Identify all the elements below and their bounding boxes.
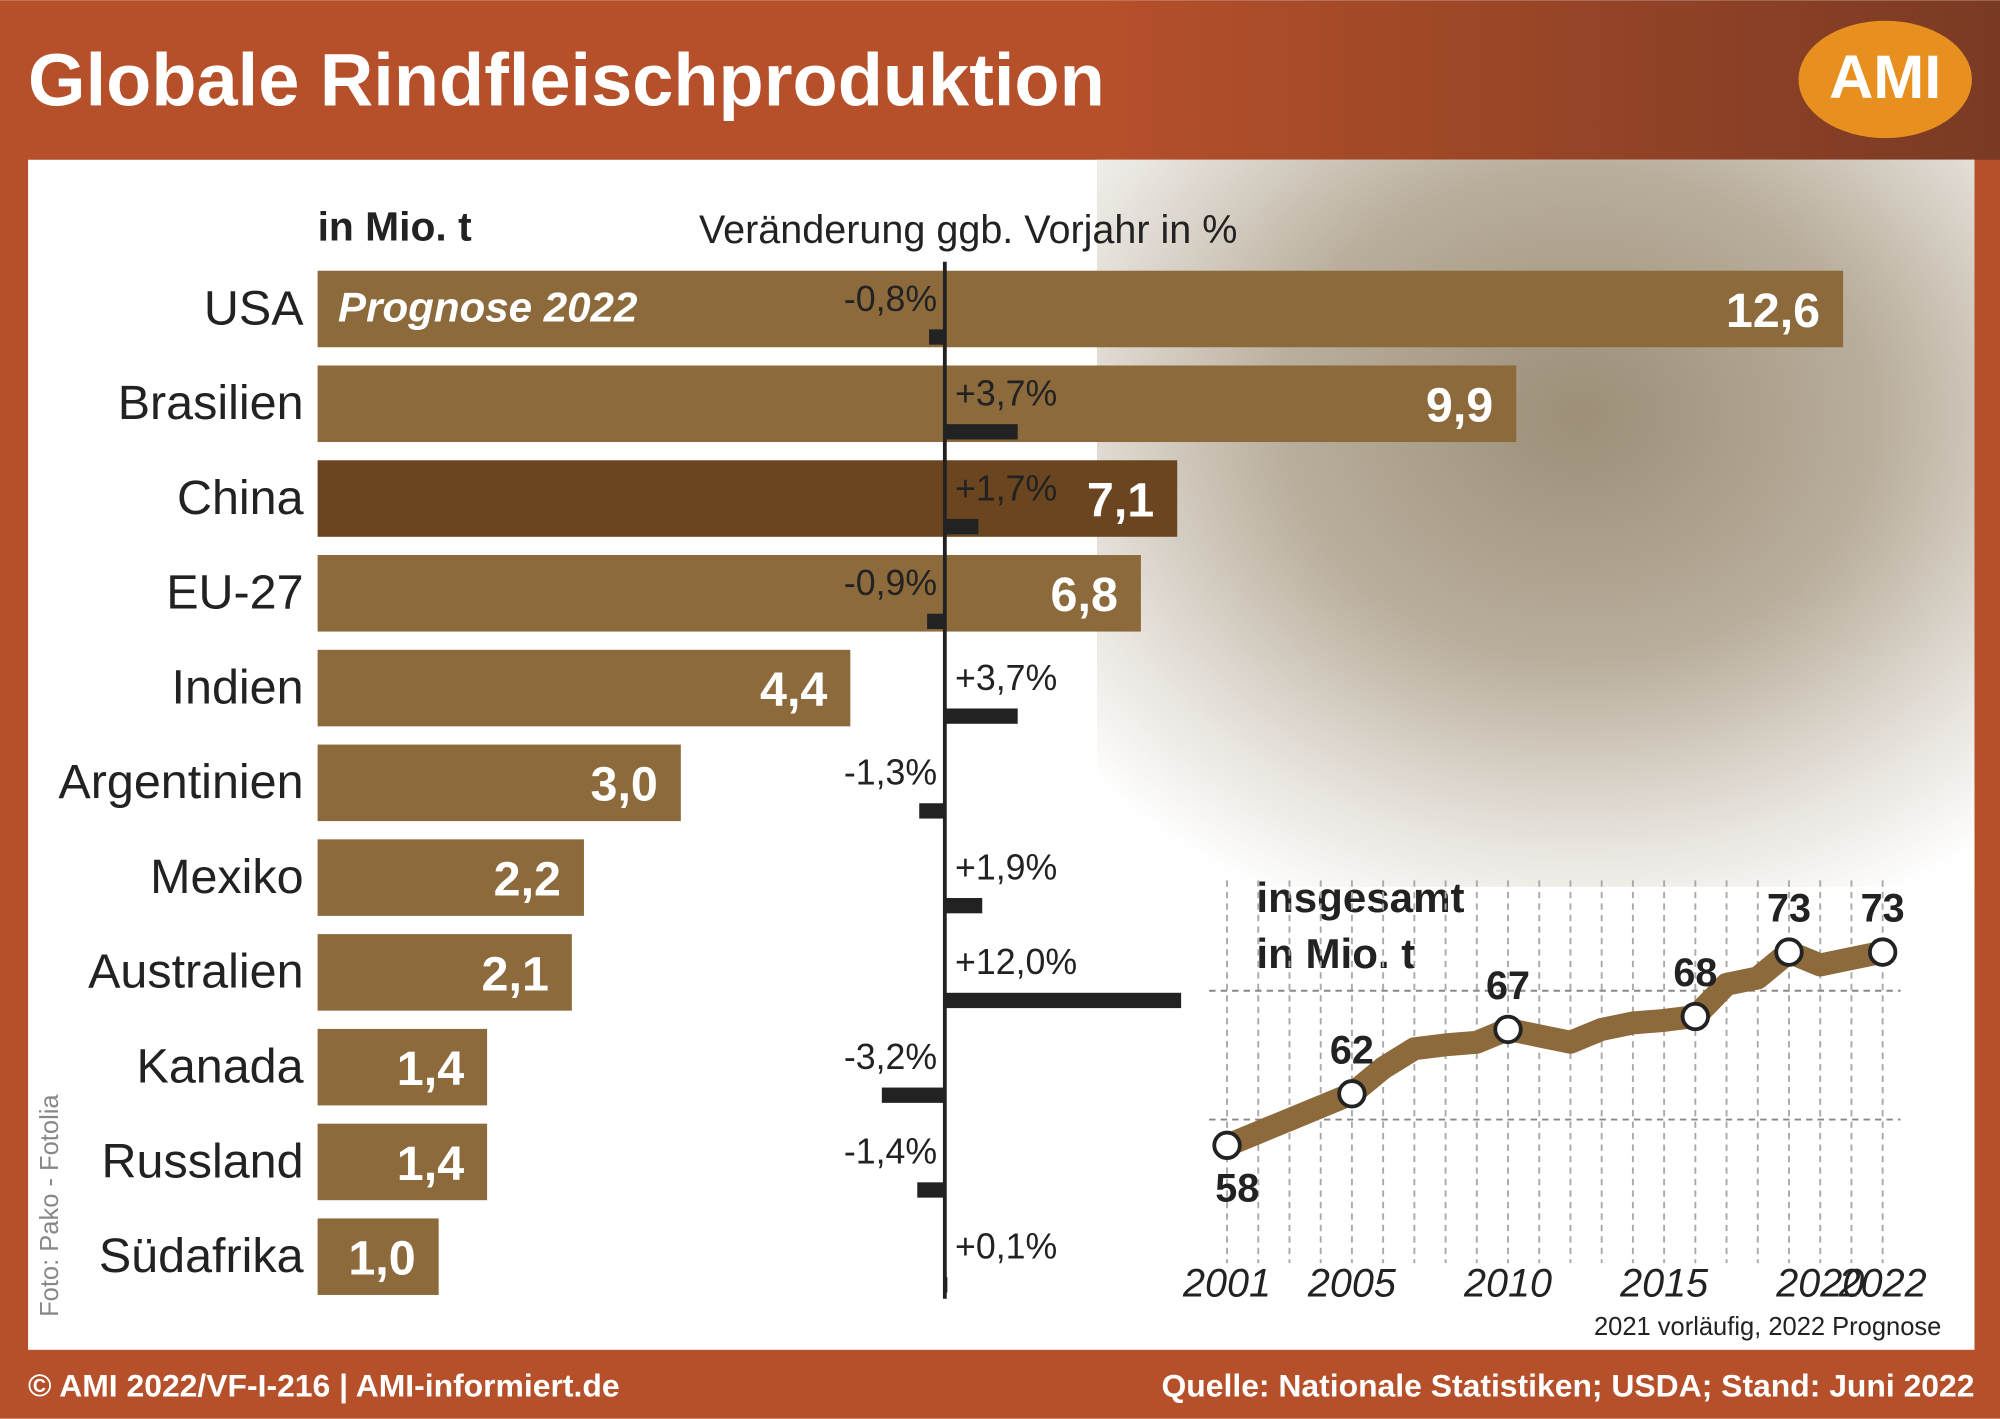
value-label: 1,0 (348, 1232, 415, 1286)
change-bar (944, 518, 979, 535)
photo (1096, 159, 1975, 887)
footnote: 2021 vorläufig, 2022 Prognose (1594, 1313, 1941, 1341)
category-label: USA (204, 281, 304, 335)
category-label: China (177, 471, 304, 525)
bar (317, 555, 1141, 632)
bar (317, 365, 1517, 443)
change-bar (944, 708, 1018, 724)
category-label: Australien (88, 945, 303, 999)
value-label: 3,0 (591, 758, 658, 812)
category-label: Indien (172, 660, 304, 714)
category-label: EU-27 (166, 566, 303, 620)
marker (1774, 937, 1804, 967)
change-bar (929, 329, 945, 345)
change-label: +1,9% (955, 847, 1057, 887)
inset-title: in Mio. t (1256, 930, 1415, 977)
bar (317, 934, 572, 1011)
change-label: -0,8% (844, 279, 937, 319)
point-label: 58 (1215, 1167, 1259, 1211)
change-label: -1,4% (844, 1132, 937, 1172)
footer-left: © AMI 2022/VF-I-216 | AMI-informiert.de (28, 1367, 620, 1403)
change-label: +1,7% (955, 468, 1057, 508)
photo-credit: Foto: Pako - Fotolia (36, 1094, 64, 1317)
category-label: Brasilien (118, 376, 304, 430)
category-label: Russland (102, 1134, 304, 1188)
header-band (0, 0, 2000, 160)
point-label: 67 (1486, 964, 1530, 1008)
note: Prognose 2022 (338, 283, 637, 330)
point-label: 62 (1330, 1028, 1374, 1072)
footer-right: Quelle: Nationale Statistiken; USDA; Sta… (1162, 1367, 1975, 1403)
change-bar (881, 1087, 945, 1103)
point-label: 68 (1673, 951, 1717, 995)
logo-badge (1798, 20, 1972, 139)
point-label: 73 (1861, 887, 1905, 931)
x-tick-label: 2001 (1182, 1261, 1271, 1305)
value-label: 9,9 (1426, 379, 1493, 433)
bar (317, 1218, 439, 1295)
marker (1493, 1014, 1523, 1045)
value-label: 1,4 (397, 1042, 464, 1096)
value-label: 2,2 (494, 853, 561, 907)
change-bar (944, 992, 1182, 1009)
change-bar (944, 1277, 948, 1293)
category-label: Südafrika (99, 1229, 304, 1283)
change-label: +0,1% (955, 1226, 1057, 1266)
title: Globale Rindfleischproduktion (28, 38, 1105, 121)
value-label: 1,4 (397, 1137, 464, 1191)
marker (1337, 1079, 1367, 1109)
category-label: Kanada (137, 1040, 304, 1094)
change-label: -3,2% (844, 1037, 937, 1077)
logo: AMI (1829, 43, 1941, 111)
bar (317, 460, 1178, 537)
bar (317, 839, 584, 916)
x-tick-label: 2020 (1775, 1261, 1864, 1305)
line (1222, 940, 1885, 1156)
inset-title: insgesamt (1256, 874, 1464, 921)
point-label: 73 (1767, 887, 1811, 931)
value-label: 12,6 (1726, 284, 1820, 338)
bar (317, 1028, 488, 1106)
change-label: +3,7% (955, 374, 1057, 414)
change-bar (944, 424, 1018, 440)
change-bar (919, 803, 945, 819)
category-label: Argentinien (58, 755, 303, 809)
unit-label: in Mio. t (318, 204, 472, 250)
marker (1867, 937, 1898, 967)
marker (1212, 1130, 1242, 1161)
change-label: -1,3% (844, 753, 937, 793)
change-label: Veränderung ggb. Vorjahr in % (699, 208, 1237, 252)
value-label: 7,1 (1087, 473, 1154, 527)
marker (1680, 1001, 1711, 1032)
bar (317, 1123, 488, 1201)
bar (317, 649, 851, 727)
bar (317, 270, 1844, 348)
value-label: 4,4 (760, 663, 827, 717)
change-label: +3,7% (955, 658, 1057, 698)
x-tick-label: 2005 (1307, 1261, 1397, 1305)
change-bar (944, 898, 983, 914)
category-label: Mexiko (150, 850, 303, 904)
bar (317, 744, 681, 822)
x-tick-label: 2022 (1838, 1261, 1927, 1305)
x-tick-label: 2015 (1619, 1261, 1709, 1305)
value-label: 2,1 (482, 947, 549, 1001)
change-label: -0,9% (844, 563, 937, 603)
value-label: 6,8 (1051, 568, 1118, 622)
x-tick-label: 2010 (1463, 1261, 1552, 1305)
change-label: +12,0% (955, 942, 1077, 982)
change-bar (917, 1182, 945, 1198)
change-bar (927, 613, 945, 630)
